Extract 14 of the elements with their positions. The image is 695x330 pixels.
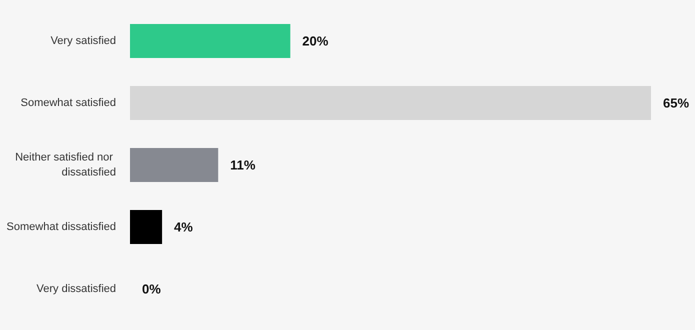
y-tick-label: Neither satisfied nor dissatisfied xyxy=(15,152,116,178)
data-label: 11% xyxy=(230,158,256,172)
bar xyxy=(130,210,162,244)
y-tick-label: Very satisfied xyxy=(50,35,116,47)
y-tick-label: Very dissatisfied xyxy=(36,283,116,295)
data-label: 20% xyxy=(302,34,329,48)
y-tick-label: Somewhat dissatisfied xyxy=(6,221,116,233)
bar xyxy=(130,86,651,120)
data-label: 0% xyxy=(142,282,162,296)
y-tick-label: Somewhat satisfied xyxy=(20,97,116,109)
bar xyxy=(130,24,290,58)
bar xyxy=(130,148,218,182)
data-label: 65% xyxy=(663,96,690,110)
data-label: 4% xyxy=(174,220,194,234)
